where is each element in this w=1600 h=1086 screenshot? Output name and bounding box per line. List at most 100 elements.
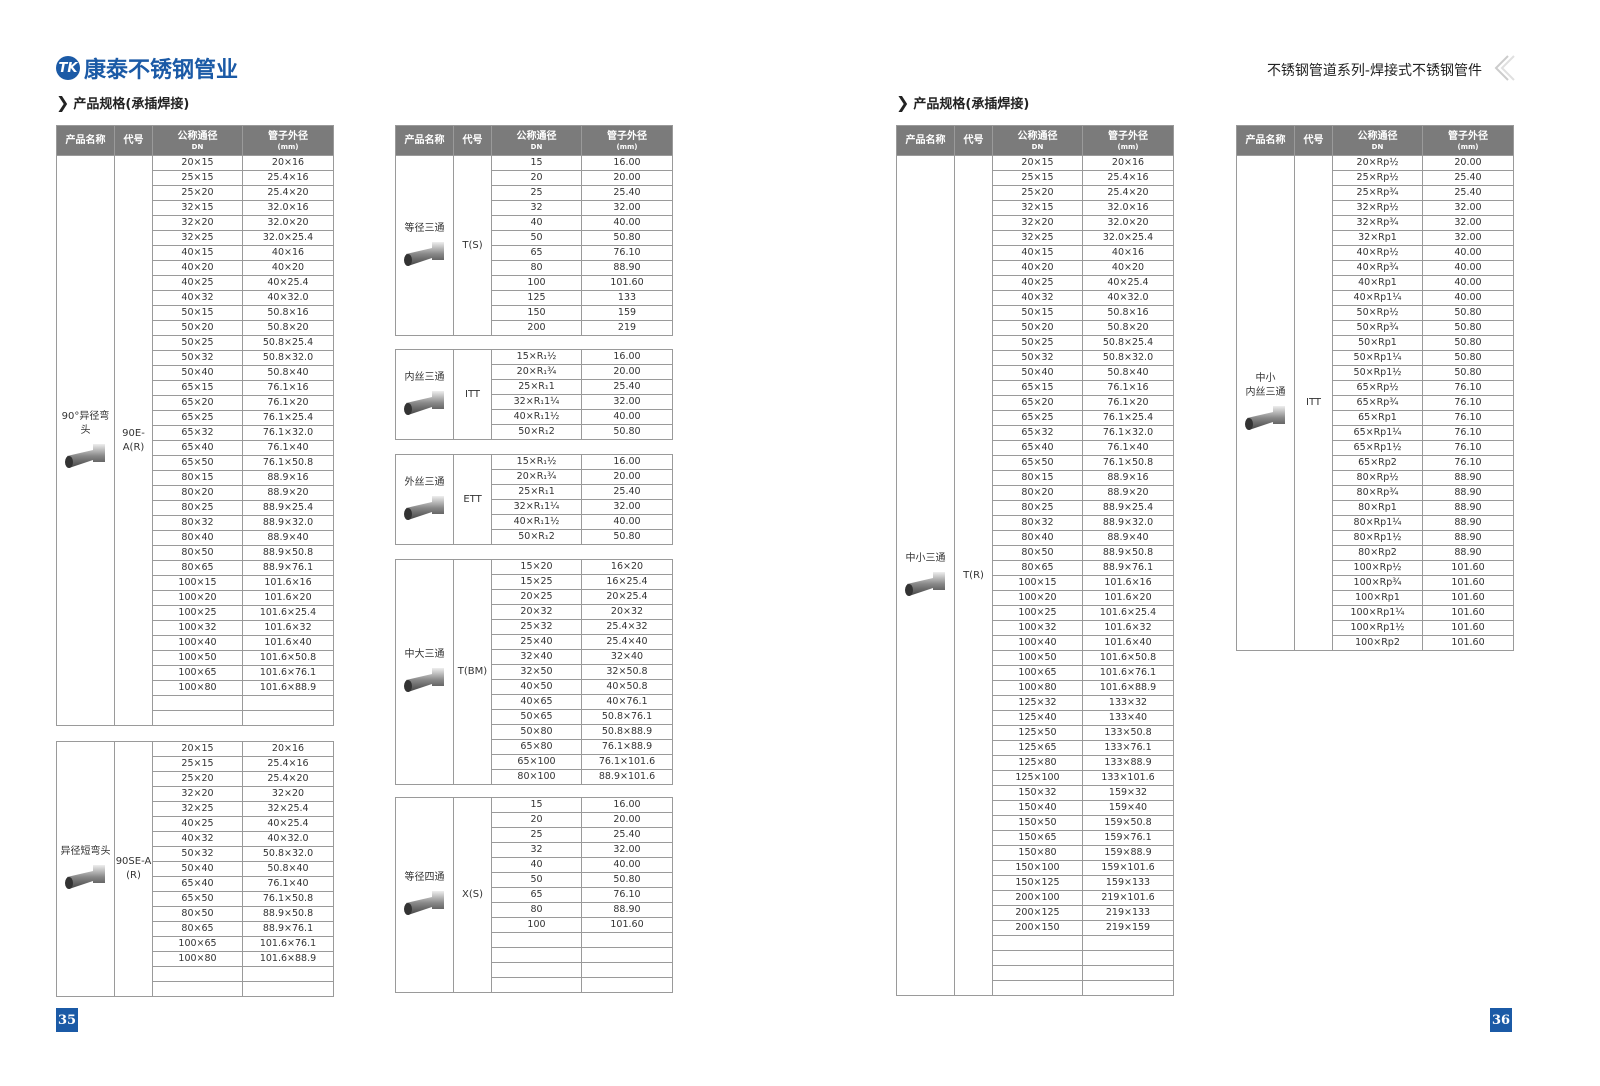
dn-cell: 32: [491, 200, 582, 216]
dn-cell-empty: [152, 981, 243, 997]
od-cell: 32.00: [1422, 215, 1514, 231]
dn-cell: 150×50: [992, 815, 1083, 831]
product-code: X(S): [453, 797, 492, 993]
table-row: 100×40 101.6×40: [897, 635, 1174, 651]
dn-cell: 80×20: [992, 485, 1083, 501]
od-cell: 40.00: [581, 409, 673, 425]
od-cell: 40×20: [242, 260, 334, 276]
dn-cell: 25×20: [152, 185, 243, 201]
table-header-row: 产品名称 代号 公称通径 DN 管子外径 (mm): [56, 125, 334, 156]
table-row: 25×32 25.4×32: [396, 619, 673, 635]
dn-cell: 40×25: [152, 816, 243, 832]
product-name-cell: 内丝三通: [395, 349, 454, 440]
od-cell: 32.00: [581, 200, 673, 216]
table-row: 32×20 32.0×20: [57, 215, 334, 231]
od-cell: 88.9×16: [242, 470, 334, 486]
od-cell: 101.6×76.1: [242, 936, 334, 952]
dn-cell: 150×40: [992, 800, 1083, 816]
od-cell: 219×101.6: [1082, 890, 1174, 906]
dn-cell: 20×15: [992, 155, 1083, 171]
product-code: ETT: [453, 454, 492, 545]
dn-cell: 100×50: [152, 650, 243, 666]
od-cell: 16.00: [581, 454, 673, 470]
od-cell: 76.1×32.0: [242, 425, 334, 441]
od-cell: 76.1×25.4: [1082, 410, 1174, 426]
od-cell: 40×76.1: [581, 694, 673, 710]
table-row: 65×20 76.1×20: [897, 395, 1174, 411]
od-cell: 20×16: [242, 741, 334, 757]
dn-cell: 40×Rp1: [1332, 275, 1423, 291]
dn-cell: 80×100: [491, 769, 582, 785]
od-cell: 50.8×76.1: [581, 709, 673, 725]
column-header-dn: 公称通径 DN: [152, 125, 243, 156]
od-cell: 50.80: [1422, 320, 1514, 336]
od-cell: 88.9×76.1: [1082, 560, 1174, 576]
od-cell-empty: [581, 962, 673, 978]
column-header-code: 代号: [453, 125, 492, 156]
dn-cell: 100×80: [152, 951, 243, 967]
dn-cell: 50×80: [491, 724, 582, 740]
od-cell-empty: [242, 695, 334, 711]
dn-cell-empty: [992, 935, 1083, 951]
od-cell: 133×50.8: [1082, 725, 1174, 741]
chevron-right-icon: ❯: [896, 93, 910, 112]
column-header-name: 产品名称: [1236, 125, 1295, 156]
od-cell: 32.00: [1422, 200, 1514, 216]
table-row: 80×Rp1 88.90: [1237, 500, 1514, 516]
dn-cell: 32×Rp¾: [1332, 215, 1423, 231]
od-cell: 20.00: [581, 812, 673, 828]
dn-cell: 32×25: [152, 801, 243, 817]
od-cell: 101.60: [581, 275, 673, 291]
od-cell: 76.1×32.0: [1082, 425, 1174, 441]
dn-cell: 50×15: [152, 305, 243, 321]
od-cell: 20×16: [1082, 155, 1174, 171]
od-cell-empty: [1082, 950, 1174, 966]
logo-mark: TK: [56, 56, 80, 80]
table-row: 25×20 25.4×20: [57, 185, 334, 201]
od-cell: 76.1×40: [1082, 440, 1174, 456]
dn-cell: 100×15: [992, 575, 1083, 591]
product-name: 异径短弯头: [60, 846, 111, 857]
table-row: 80×Rp1¼ 88.90: [1237, 515, 1514, 531]
dn-cell: 25×15: [152, 170, 243, 186]
dn-cell: 40×15: [152, 245, 243, 261]
dn-cell-empty: [491, 947, 582, 963]
table-row: 100×80 101.6×88.9: [57, 680, 334, 696]
column-header-unit: DN: [1031, 142, 1044, 151]
table-row: 125×32 133×32: [897, 695, 1174, 711]
table-row: 125×65 133×76.1: [897, 740, 1174, 756]
od-cell: 20×25.4: [581, 589, 673, 605]
od-cell: 76.10: [1422, 380, 1514, 396]
dn-cell: 150×125: [992, 875, 1083, 891]
dn-cell: 65×25: [152, 410, 243, 426]
dn-cell: 80×Rp1: [1332, 500, 1423, 516]
dn-cell-empty: [491, 932, 582, 948]
table-row: 150 159: [396, 305, 673, 321]
od-cell-empty: [581, 947, 673, 963]
dn-cell: 100×20: [152, 590, 243, 606]
product-name: 等径三通: [404, 222, 445, 234]
od-cell: 101.6×32: [1082, 620, 1174, 636]
table-row: 40×Rp1 40.00: [1237, 275, 1514, 291]
dn-cell: 100×Rp1: [1332, 590, 1423, 606]
dn-cell: 25×R₁1: [491, 484, 582, 500]
od-cell: 32.00: [581, 394, 673, 410]
product-code: T(BM): [453, 559, 492, 785]
dn-cell: 80×65: [992, 560, 1083, 576]
product-name-cell: 等径三通: [395, 155, 454, 336]
table-row: 80×40 88.9×40: [897, 530, 1174, 546]
dn-cell: 80×Rp1¼: [1332, 515, 1423, 531]
brand-name: 康泰不锈钢管业: [84, 58, 239, 83]
column-header-label: 公称通径: [1017, 130, 1058, 142]
table-row: 40×15 40×16: [57, 245, 334, 261]
dn-cell: 50×40: [152, 365, 243, 381]
table-row: 40×20 40×20: [897, 260, 1174, 276]
table-row: 20×25 20×25.4: [396, 589, 673, 605]
dn-cell: 80×65: [152, 560, 243, 576]
dn-cell: 20×32: [491, 604, 582, 620]
table-row: 32×Rp½ 32.00: [1237, 200, 1514, 216]
product-name: 内丝三通: [404, 371, 445, 383]
table-row: 20×R₁¾ 20.00: [396, 364, 673, 380]
od-cell: 76.1×20: [1082, 395, 1174, 411]
product-name-cell: 中小 内丝三通: [1236, 155, 1295, 651]
